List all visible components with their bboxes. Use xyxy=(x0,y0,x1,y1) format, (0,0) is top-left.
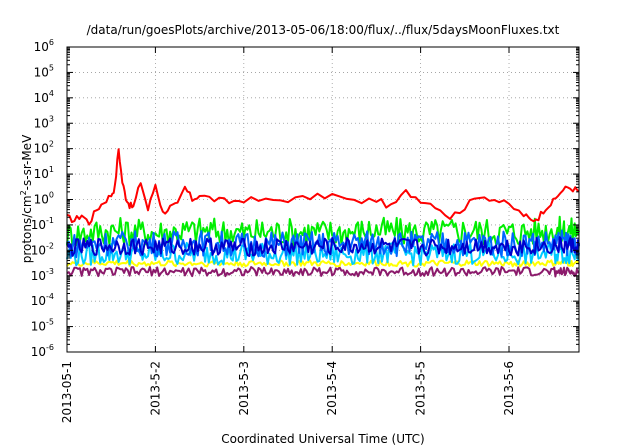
y-tick-label: 105 xyxy=(34,63,54,79)
y-tick-label-base: 10 xyxy=(34,193,49,207)
y-tick-label: 106 xyxy=(34,38,54,54)
chart-title: /data/run/goesPlots/archive/2013-05-06/1… xyxy=(87,23,560,37)
plot-frame xyxy=(66,46,580,353)
y-axis-label-base: protons/cm xyxy=(20,195,34,263)
y-tick-label-base: 10 xyxy=(34,142,49,156)
y-tick-label-base: 10 xyxy=(34,91,49,105)
y-tick-label-base: 10 xyxy=(31,269,46,283)
series-layer xyxy=(66,148,580,278)
x-tick-label: 2013-5-3 xyxy=(237,361,251,415)
series-line xyxy=(66,215,580,248)
y-tick-label: 10-4 xyxy=(31,292,54,308)
y-tick-label-base: 10 xyxy=(34,167,49,181)
y-tick-label-exp: -6 xyxy=(46,343,54,352)
y-tick-label: 101 xyxy=(34,165,54,181)
y-tick-label: 102 xyxy=(34,140,54,156)
y-tick-label-exp: 4 xyxy=(49,89,54,98)
series-line xyxy=(66,148,580,226)
x-axis-label: Coordinated Universal Time (UTC) xyxy=(221,432,424,446)
y-tick-label-exp: 2 xyxy=(49,140,54,149)
y-tick-label-exp: -1 xyxy=(46,216,54,225)
y-tick-label-base: 10 xyxy=(31,345,46,359)
y-tick-label-base: 10 xyxy=(31,294,46,308)
y-tick-label-base: 10 xyxy=(31,320,46,334)
y-tick-label-exp: -2 xyxy=(46,241,54,250)
y-tick-label: 104 xyxy=(34,89,54,105)
y-axis-label: protons/cm2-s-sr-MeV xyxy=(19,134,34,263)
x-tick-label: 2013-5-6 xyxy=(502,361,516,415)
y-tick-label-base: 10 xyxy=(31,243,46,257)
y-tick-label-base: 10 xyxy=(34,116,49,130)
y-tick-label: 10-6 xyxy=(31,343,54,359)
y-tick-label: 10-2 xyxy=(31,241,54,257)
y-tick-label-exp: 1 xyxy=(49,165,54,174)
series-line xyxy=(66,265,580,278)
y-tick-label-base: 10 xyxy=(34,40,49,54)
x-tick-label: 2013-5-4 xyxy=(325,361,339,415)
y-tick-label: 103 xyxy=(34,114,54,130)
y-tick-label: 100 xyxy=(34,191,54,207)
x-tick-label: 2013-5-2 xyxy=(148,361,162,415)
y-tick-label: 10-5 xyxy=(31,318,54,334)
y-tick-label-exp: 3 xyxy=(49,114,54,123)
y-tick-label: 10-3 xyxy=(31,267,54,283)
y-axis-label-sup: 2 xyxy=(19,190,28,195)
x-tick-label: 2013-05-1 xyxy=(60,361,74,423)
axis-layer: 10-610-510-410-310-210-11001011021031041… xyxy=(31,38,579,423)
series-line xyxy=(66,236,580,257)
y-tick-label-exp: -5 xyxy=(46,318,54,327)
x-tick-label: 2013-5-5 xyxy=(414,361,428,415)
y-tick-label-exp: 6 xyxy=(49,38,54,47)
y-tick-label: 10-1 xyxy=(31,216,54,232)
y-tick-label-exp: 0 xyxy=(49,191,54,200)
y-tick-label-base: 10 xyxy=(31,218,46,232)
y-axis-label-rest: -s-sr-MeV xyxy=(20,134,34,190)
grid-layer xyxy=(67,47,579,352)
y-tick-label-exp: -3 xyxy=(46,267,54,276)
y-tick-label-base: 10 xyxy=(34,65,49,79)
y-tick-label-exp: -4 xyxy=(46,292,54,301)
y-tick-label-exp: 5 xyxy=(49,63,54,72)
series-line xyxy=(66,258,580,268)
